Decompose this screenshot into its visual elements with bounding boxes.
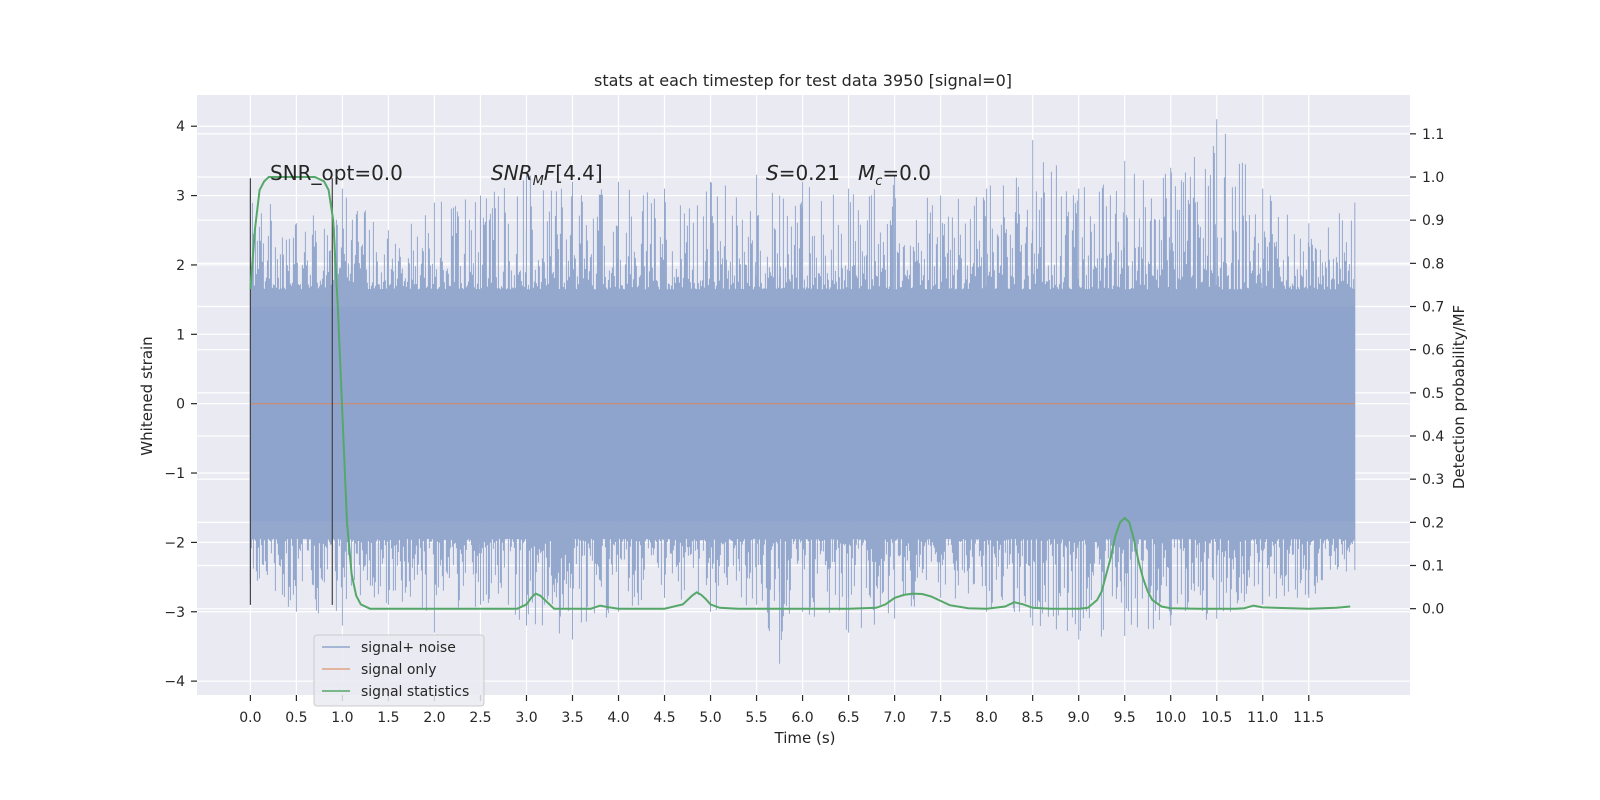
right-axis-ticks: 0.0 0.1 0.2 0.3 0.4 0.5 0.6 0.7 0.8 0.9 1.0 1.1: [1410, 127, 1444, 618]
annotation-s: S=0.21: [766, 161, 840, 185]
x-axis-label: Time (s): [774, 729, 836, 747]
chart-title: stats at each timestep for test data 395…: [594, 71, 1012, 90]
x-tick-label: 10.0: [1155, 710, 1186, 726]
left-tick-label: 3: [176, 189, 185, 205]
right-tick-label: 0.1: [1422, 559, 1444, 575]
right-tick-label: 0.2: [1422, 515, 1444, 531]
right-tick-label: 0.0: [1422, 602, 1444, 618]
x-tick-label: 9.5: [1114, 710, 1136, 726]
right-tick-label: 1.1: [1422, 127, 1444, 143]
x-tick-label: 7.5: [929, 710, 951, 726]
left-tick-label: 1: [176, 327, 185, 343]
left-tick-label: 2: [176, 258, 185, 274]
legend: signal+ noise signal only signal statist…: [313, 634, 485, 707]
legend-label-signal-only: signal only: [361, 662, 436, 678]
x-tick-label: 4.5: [653, 710, 675, 726]
x-tick-label: 0.0: [239, 710, 261, 726]
right-tick-label: 0.9: [1422, 213, 1444, 229]
x-tick-label: 5.5: [745, 710, 767, 726]
right-tick-label: 0.8: [1422, 256, 1444, 272]
x-tick-label: 4.0: [607, 710, 629, 726]
x-tick-label: 2.5: [469, 710, 491, 726]
x-tick-label: 7.0: [883, 710, 905, 726]
x-tick-label: 6.5: [837, 710, 859, 726]
annotation-s-value: =0.21: [779, 161, 840, 185]
left-axis-ticks: −4 −3 −2 −1 0 1 2 3 4: [164, 119, 197, 690]
left-tick-label: 4: [176, 119, 185, 135]
legend-box: [313, 634, 485, 707]
series-signal-noise: [249, 119, 1356, 664]
left-tick-label: −3: [164, 605, 185, 621]
annotation-snr-mf: SNRMF[4.4]: [491, 161, 603, 189]
series-signal-statistics: [249, 176, 1351, 610]
annotation-mc: Mc=0.0: [858, 161, 931, 189]
right-tick-label: 0.5: [1422, 386, 1444, 402]
legend-label-signal-statistics: signal statistics: [361, 684, 469, 700]
x-tick-label: 3.0: [515, 710, 537, 726]
y-axis-label-left: Whitened strain: [138, 336, 156, 455]
signal-statistics-line: [249, 176, 1351, 610]
annotation-mc-value: =0.0: [882, 161, 931, 185]
x-tick-label: 1.5: [377, 710, 399, 726]
left-tick-label: −4: [164, 674, 185, 690]
y-axis-label-right: Detection probability/MF: [1450, 305, 1468, 489]
x-tick-label: 11.0: [1247, 710, 1278, 726]
right-tick-label: 0.6: [1422, 343, 1444, 359]
x-tick-label: 5.0: [699, 710, 721, 726]
x-tick-label: 0.5: [285, 710, 307, 726]
right-tick-label: 0.4: [1422, 429, 1444, 445]
x-tick-label: 11.5: [1293, 710, 1324, 726]
right-tick-label: 0.7: [1422, 300, 1444, 316]
x-tick-label: 8.0: [976, 710, 998, 726]
left-tick-label: −1: [164, 466, 185, 482]
right-tick-label: 1.0: [1422, 170, 1444, 186]
x-tick-label: 3.5: [561, 710, 583, 726]
x-tick-label: 9.0: [1068, 710, 1090, 726]
left-tick-label: −2: [164, 535, 185, 551]
x-tick-label: 1.0: [331, 710, 353, 726]
annotation-snr-mf-value: [4.4]: [555, 161, 602, 185]
vertical-markers: [249, 178, 333, 605]
right-tick-label: 0.3: [1422, 472, 1444, 488]
x-tick-label: 8.5: [1022, 710, 1044, 726]
legend-label-signal-noise: signal+ noise: [361, 640, 456, 656]
left-tick-label: 0: [176, 397, 185, 413]
x-tick-label: 6.0: [791, 710, 813, 726]
x-tick-label: 10.5: [1201, 710, 1232, 726]
annotation-snr-opt: SNR_opt=0.0: [270, 161, 403, 185]
x-axis-ticks: 0.0 0.5 1.0 1.5 2.0 2.5 3.0 3.5 4.0 4.5 5.0 5.5 6.0 6…: [239, 695, 1324, 726]
x-tick-label: 2.0: [423, 710, 445, 726]
